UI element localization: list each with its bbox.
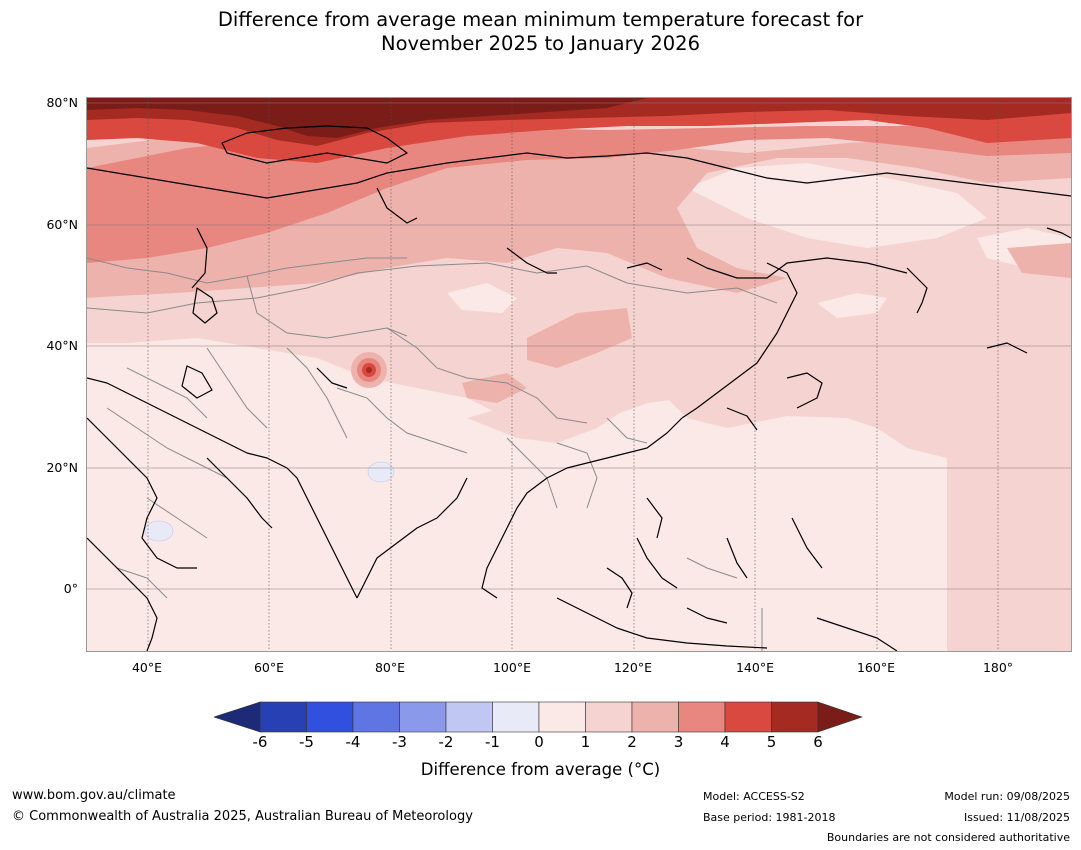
anomaly-1-2-east	[667, 378, 1071, 473]
lat-label-0: 0°	[63, 581, 78, 596]
title-line-1: Difference from average mean minimum tem…	[217, 8, 864, 31]
lat-label-40n: 40°N	[46, 338, 78, 353]
copyright-text: © Commonwealth of Australia 2025, Austra…	[12, 809, 473, 824]
colorbar-extend-low	[213, 701, 261, 733]
anomaly-3-4-band	[87, 126, 1071, 263]
hotspot-core	[366, 367, 372, 373]
lon-label-160e: 160°E	[856, 660, 895, 675]
colorbar-tick-label: -3	[392, 733, 407, 751]
lon-label-140e: 140°E	[735, 660, 774, 675]
colorbar-tick-label: 2	[627, 733, 637, 751]
base-period-text: Base period: 1981-2018	[703, 811, 836, 824]
colorbar-tick-label: 1	[580, 733, 591, 751]
meridian-lines	[147, 98, 999, 651]
anomaly-0-1-patch-a	[687, 163, 987, 248]
colorbar	[213, 700, 866, 734]
colorbar-cell	[445, 701, 493, 733]
colorbar-tick-label: -4	[345, 733, 361, 751]
lon-label-120e: 120°E	[613, 660, 652, 675]
anomaly-1-2-central	[467, 388, 627, 443]
lon-label-60e: 60°E	[253, 660, 285, 675]
lon-label-40e: 40°E	[131, 660, 163, 675]
model-text: Model: ACCESS-S2	[703, 790, 805, 803]
lon-label-180: 180°	[982, 660, 1014, 675]
colorbar-extend-high	[817, 701, 863, 733]
colorbar-cell	[259, 701, 307, 733]
colorbar-tick-label: -5	[299, 733, 314, 751]
lat-label-20n: 20°N	[46, 460, 78, 475]
colorbar-tick-label: 6	[813, 733, 823, 751]
map-title: Difference from average mean minimum tem…	[0, 8, 1081, 56]
lat-label-60n: 60°N	[46, 217, 78, 232]
anomaly-2-3-central	[527, 308, 632, 368]
anomaly-2-3-tibet	[462, 373, 527, 403]
cool-patch-india	[367, 461, 395, 483]
model-run-text: Model run: 09/08/2025	[944, 790, 1070, 803]
lat-label-80n: 80°N	[46, 95, 78, 110]
colorbar-cell	[492, 701, 540, 733]
anomaly-above-6-core	[87, 98, 647, 138]
forecast-map	[86, 97, 1072, 652]
parallel-lines	[87, 102, 1071, 590]
title-line-2: November 2025 to January 2026	[381, 32, 700, 55]
colorbar-cell	[724, 701, 772, 733]
colorbar-cell	[771, 701, 819, 733]
colorbar-tick-label: -6	[252, 733, 268, 751]
lon-label-100e: 100°E	[492, 660, 531, 675]
disclaimer-text: Boundaries are not considered authoritat…	[826, 831, 1070, 844]
colorbar-cell	[352, 701, 400, 733]
website-text: www.bom.gov.au/climate	[12, 788, 176, 803]
colorbar-cell	[631, 701, 679, 733]
colorbar-tick-label: 5	[766, 733, 777, 751]
colorbar-cell	[306, 701, 354, 733]
map-canvas	[87, 98, 1071, 651]
colorbar-cell	[678, 701, 726, 733]
colorbar-cell	[538, 701, 586, 733]
anomaly-2-3-east	[1007, 243, 1071, 278]
colorbar-cell	[399, 701, 447, 733]
issued-text: Issued: 11/08/2025	[963, 811, 1070, 824]
colorbar-tick-label: 3	[673, 733, 684, 751]
coastlines	[87, 125, 1071, 651]
colorbar-cell	[585, 701, 633, 733]
colorbar-tick-label: -2	[438, 733, 454, 751]
colorbar-tick-label: 4	[720, 733, 730, 751]
colorbar-title: Difference from average (°C)	[420, 760, 661, 779]
cool-patch-africa	[144, 520, 174, 542]
lon-label-80e: 80°E	[374, 660, 406, 675]
anomaly-0-1-patch-c	[817, 293, 887, 318]
colorbar-svg	[213, 701, 863, 733]
anomaly-3-4-west	[87, 188, 247, 248]
colorbar-tick-label: -1	[485, 733, 500, 751]
colorbar-tick-label: 0	[534, 733, 544, 751]
country-borders	[87, 257, 778, 651]
anomaly-0-1-patch-d	[447, 283, 517, 313]
